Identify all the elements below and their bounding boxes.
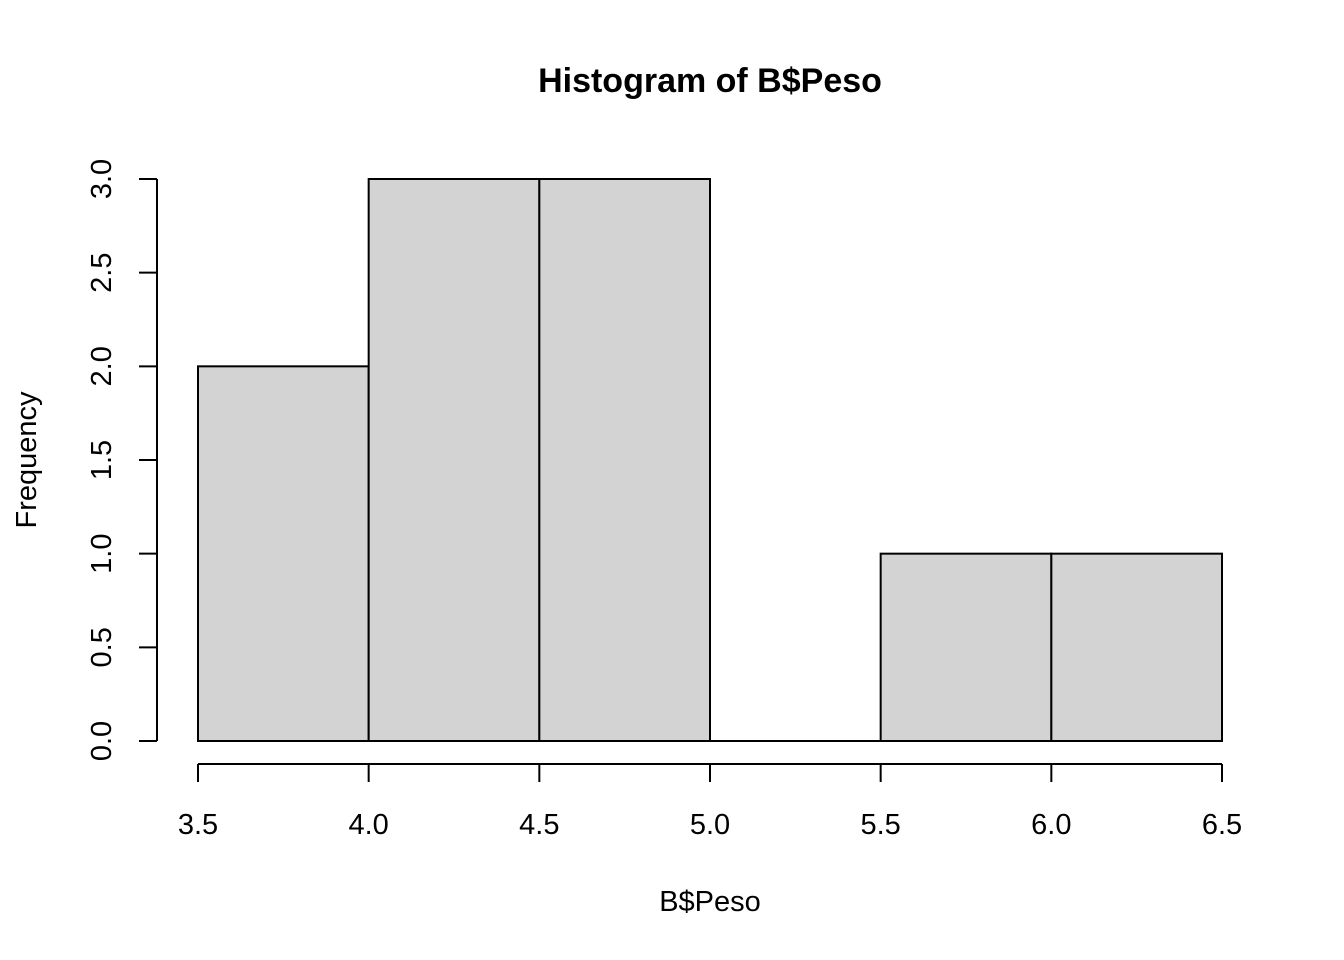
bars-layer	[197, 178, 1224, 743]
x-tick-label-3: 5.0	[690, 809, 730, 841]
histogram-bar-0	[197, 365, 370, 742]
y-tick-label-6: 3.0	[86, 159, 118, 199]
y-tick-label-4: 2.0	[86, 346, 118, 386]
x-tick-label-2: 4.5	[519, 809, 559, 841]
histogram-bar-2	[538, 178, 711, 742]
y-axis-label: Frequency	[11, 391, 43, 529]
histogram-bar-4	[879, 552, 1053, 743]
histogram-bar-5	[1050, 552, 1224, 743]
y-tick-label-2: 1.0	[86, 534, 118, 574]
y-axis: 0.0 0.5 1.0 1.5 2.0 2.5 3.0	[86, 159, 158, 761]
x-tick-label-5: 6.0	[1031, 809, 1071, 841]
histogram-bar-1	[367, 178, 541, 742]
x-axis: 3.5 4.0 4.5 5.0 5.5 6.0 6.5	[178, 763, 1242, 841]
x-axis-label: B$Peso	[659, 886, 761, 918]
y-tick-label-3: 1.5	[86, 440, 118, 480]
x-tick-label-0: 3.5	[178, 809, 218, 841]
chart-title: Histogram of B$Peso	[538, 62, 882, 100]
x-tick-label-4: 5.5	[861, 809, 901, 841]
y-tick-label-1: 0.5	[86, 627, 118, 667]
x-tick-label-6: 6.5	[1202, 809, 1242, 841]
y-tick-label-5: 2.5	[86, 253, 118, 293]
x-tick-label-1: 4.0	[349, 809, 389, 841]
y-tick-label-0: 0.0	[86, 721, 118, 761]
